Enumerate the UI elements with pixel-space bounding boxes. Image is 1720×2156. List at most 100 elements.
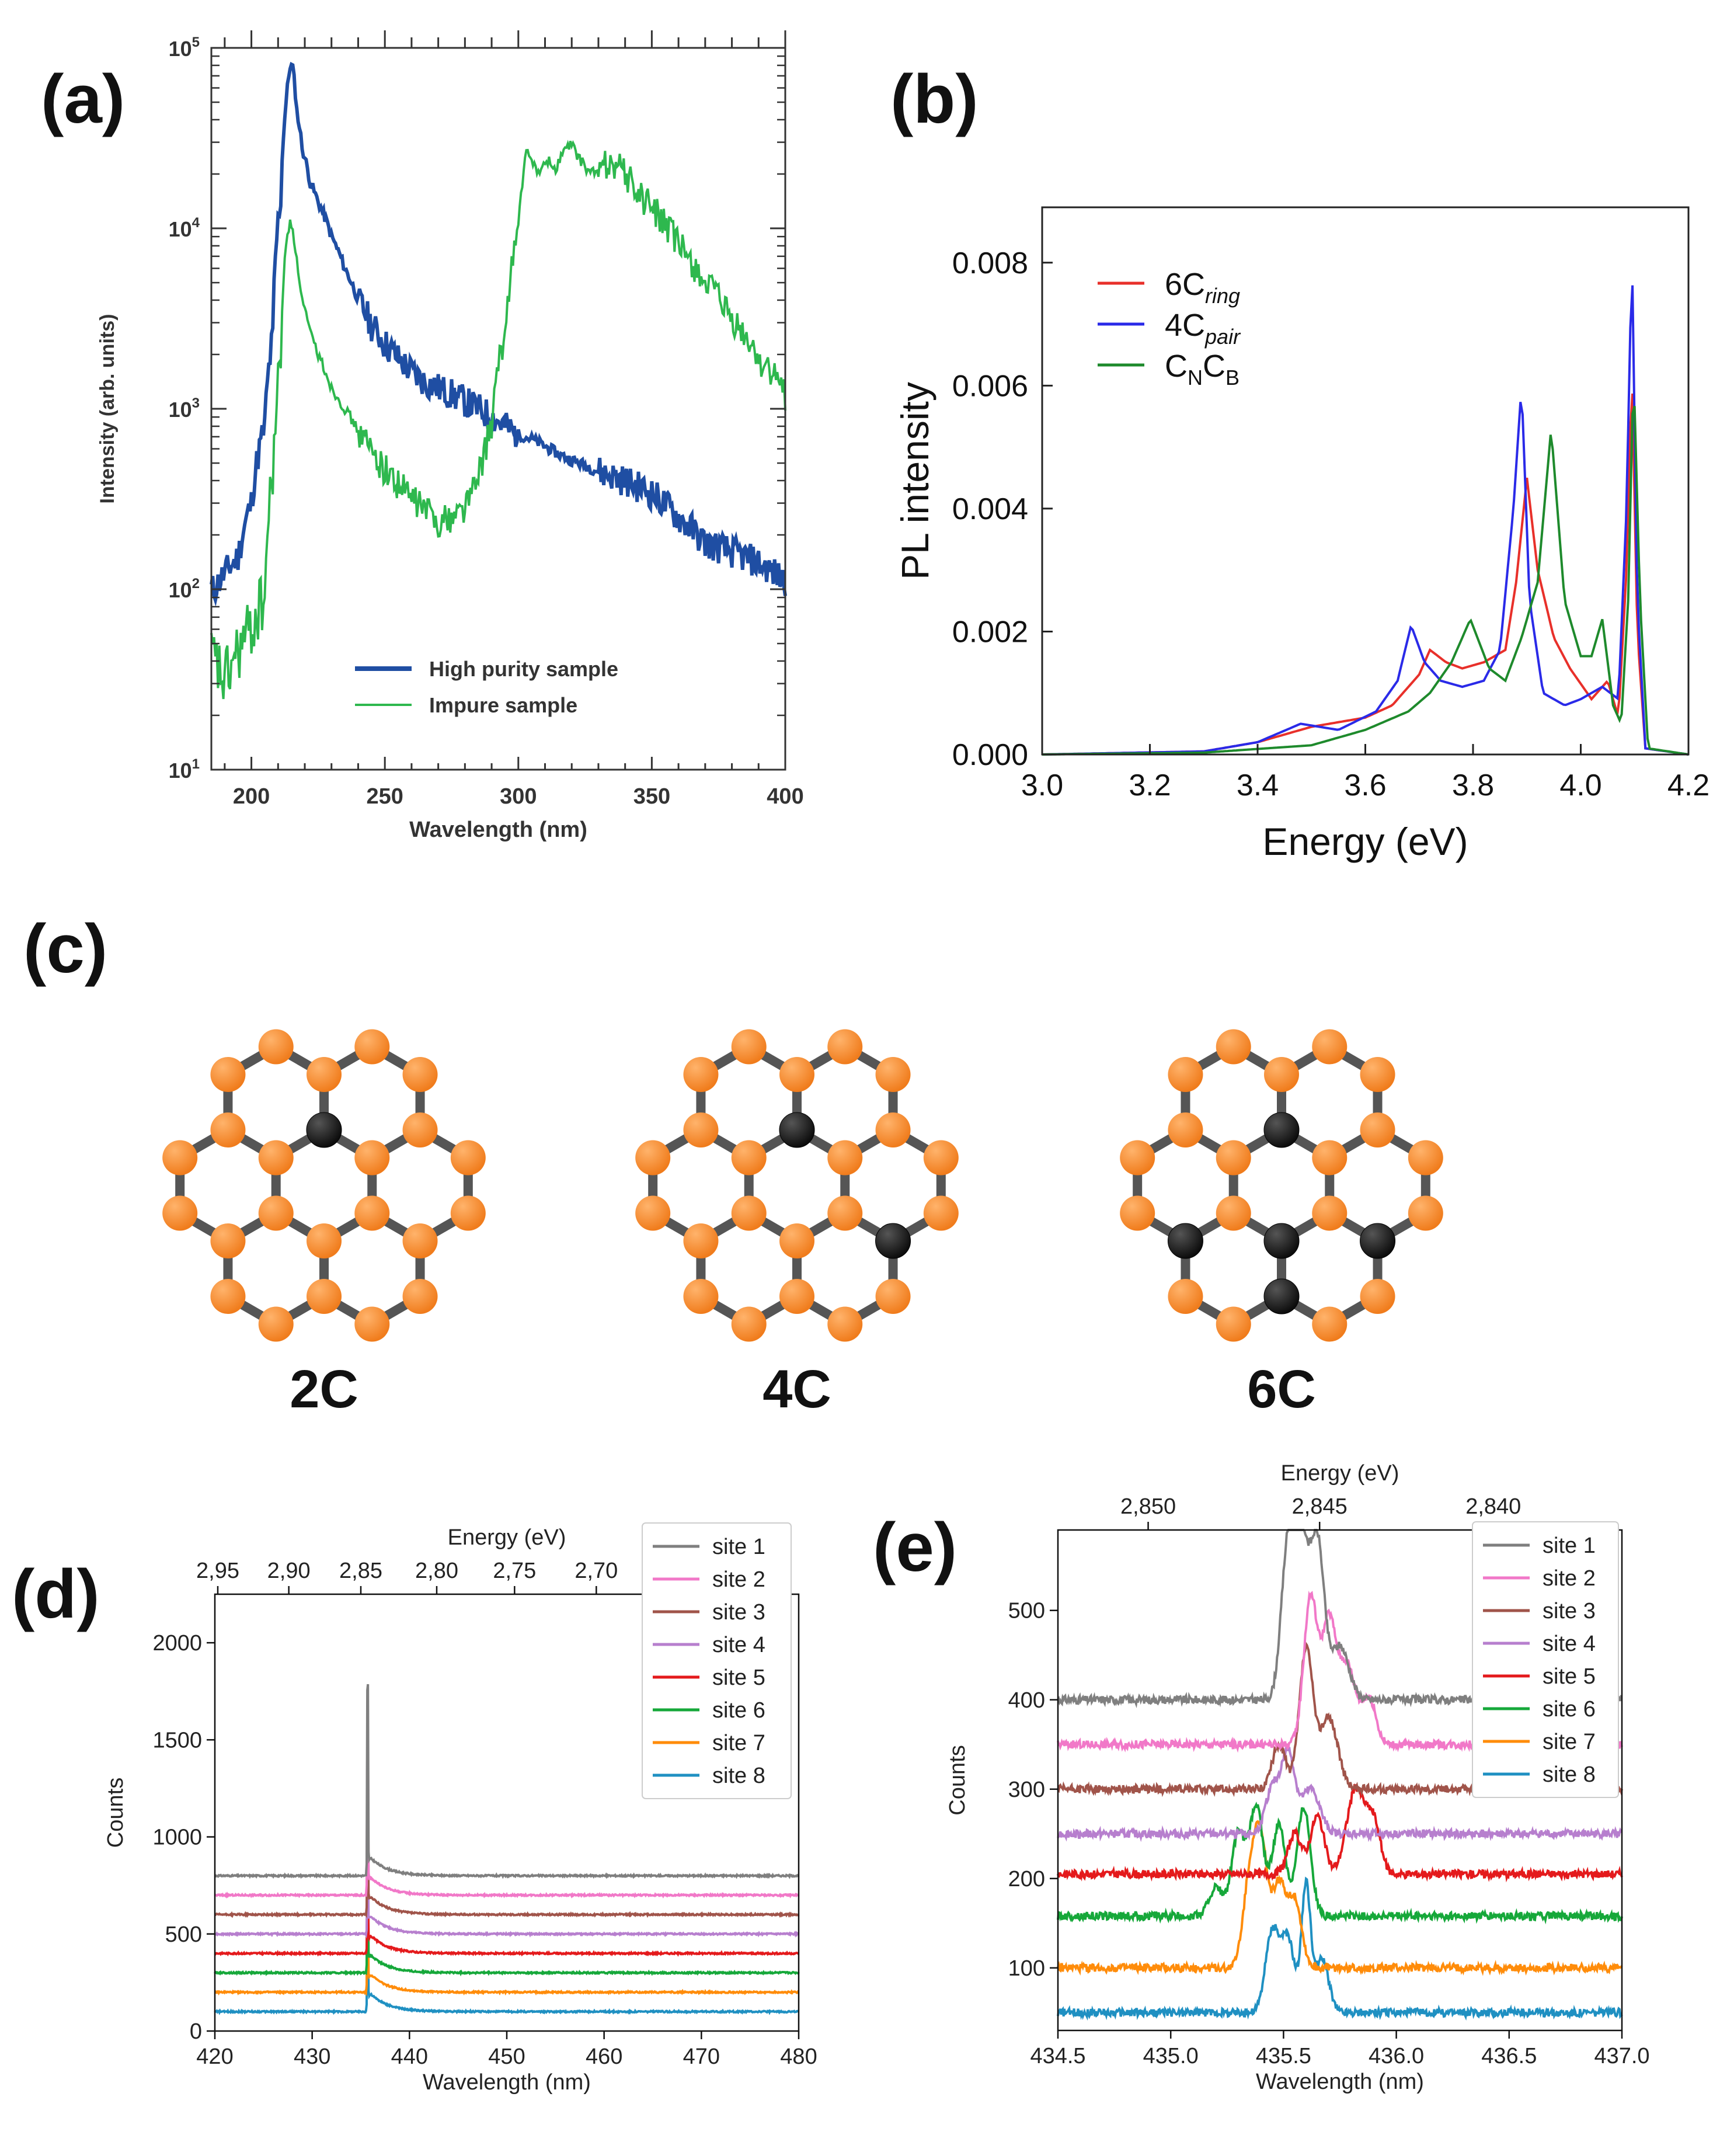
panel-b: (b) 3.0 3.2 3.4 3.6 3.8 4.0 4.2 0.000 0.002 0.004 0…	[890, 61, 1709, 863]
structure-4c	[635, 1029, 959, 1342]
lattice-atom	[731, 1029, 767, 1065]
panel-label-e: (e)	[873, 1509, 957, 1586]
legend-label-b: 4Cpair	[1165, 308, 1241, 349]
legend-label-e: site 8	[1543, 1762, 1596, 1787]
lattice-atom	[210, 1112, 246, 1147]
x-axis-label-d: Wavelength (nm)	[423, 2070, 591, 2095]
legend-label-e: site 4	[1543, 1632, 1596, 1656]
series-line-site-7	[1057, 1820, 1623, 1976]
x-tick-label-b: 3.0	[1021, 768, 1063, 802]
x-axis-label-a: Wavelength (nm)	[409, 818, 587, 842]
panel-label-c: (c)	[23, 910, 107, 987]
legend-label-a: Impure sample	[429, 693, 577, 717]
series-line-site-5	[214, 1872, 800, 1957]
lattice-atom	[402, 1223, 438, 1258]
y-tick-label-e: 500	[1008, 1599, 1045, 1623]
y-tick-label-a: 103	[169, 395, 200, 422]
lattice-atom	[683, 1112, 719, 1147]
lattice-atom	[307, 1223, 342, 1258]
series-line-site-4	[214, 1862, 800, 1939]
lattice-atom	[923, 1140, 959, 1176]
top-tick-label-d: 2,75	[493, 1559, 536, 1583]
lattice-atom	[1216, 1029, 1251, 1065]
legend-label-e: site 7	[1543, 1730, 1596, 1754]
legend-box-e	[1472, 1521, 1619, 1798]
carbon-atom	[875, 1223, 911, 1259]
lattice-atom	[258, 1140, 294, 1176]
lattice-atom	[402, 1279, 438, 1314]
y-axis-label-a: Intensity (arb. units)	[96, 314, 119, 504]
series-line-6c-ring	[1042, 393, 1689, 756]
lattice-atom	[683, 1223, 719, 1258]
legend-label-e: site 3	[1543, 1599, 1596, 1623]
lattice-atom	[354, 1306, 390, 1342]
legend-label-e: site 2	[1543, 1566, 1596, 1591]
x-tick-label-b: 3.4	[1237, 768, 1279, 802]
y-tick-label-e: 400	[1008, 1688, 1045, 1713]
series-line-site-8	[1057, 1876, 1623, 2021]
x-tick-label-a: 250	[366, 784, 403, 809]
x-axis-label-b: Energy (eV)	[1262, 820, 1468, 863]
lattice-atom	[1168, 1112, 1203, 1147]
x-tick-label-b: 3.8	[1452, 768, 1494, 802]
lattice-atom	[258, 1195, 294, 1231]
lattice-atom	[1216, 1306, 1251, 1342]
lattice-atom	[307, 1279, 342, 1314]
series-line-site-2	[214, 1736, 800, 1899]
carbon-atom	[1263, 1112, 1300, 1148]
legend-label-e: site 6	[1543, 1697, 1596, 1722]
lattice-atom	[162, 1140, 198, 1176]
lattice-atom	[779, 1279, 814, 1314]
legend-label-a: High purity sample	[429, 657, 618, 681]
top-axis-label-d: Energy (eV)	[448, 1525, 566, 1550]
y-axis-label-d: Counts	[103, 1778, 128, 1848]
legend-label-d: site 6	[712, 1698, 765, 1723]
y-tick-label-d: 1000	[152, 1825, 202, 1850]
x-tick-label-e: 434.5	[1030, 2044, 1085, 2068]
lattice-atom	[1168, 1279, 1203, 1314]
lattice-atom	[827, 1140, 863, 1176]
y-axis-label-b: PL intensity	[893, 382, 936, 580]
series-line-site-8	[214, 1882, 799, 2015]
y-tick-label-d: 500	[165, 1922, 202, 1947]
structure-label: 4C	[762, 1359, 831, 1419]
x-tick-label-e: 436.0	[1369, 2044, 1424, 2068]
legend-label-e: site 1	[1543, 1533, 1596, 1558]
top-tick-label-d: 2,85	[339, 1559, 382, 1583]
x-tick-label-d: 420	[196, 2044, 233, 2069]
series-line-site-6	[1057, 1802, 1623, 1925]
lattice-atom	[162, 1195, 198, 1231]
lattice-atom	[1360, 1057, 1395, 1092]
panel-e: (e) 434.5 435.0 435.5 436.0 436.5 437.0 100 200 3…	[873, 1461, 1650, 2094]
y-tick-label-e: 100	[1008, 1956, 1045, 1981]
top-axis-label-e: Energy (eV)	[1281, 1461, 1399, 1486]
lattice-atom	[875, 1057, 911, 1092]
panel-label-b: (b)	[890, 61, 979, 138]
lattice-atom	[1312, 1195, 1348, 1231]
y-tick-label-e: 300	[1008, 1778, 1045, 1802]
x-tick-label-e: 435.5	[1256, 2044, 1311, 2068]
y-tick-label-a: 101	[169, 756, 200, 783]
y-tick-label-b: 0.002	[952, 615, 1028, 649]
legend-label-b: CNCB	[1165, 349, 1239, 390]
lattice-atom	[635, 1140, 671, 1176]
y-tick-label-d: 1500	[152, 1728, 202, 1752]
legend-label-d: site 1	[712, 1535, 765, 1559]
panel-a: (a) 200 250 300 350 400 101 102 103 104 105 Intensi…	[41, 30, 804, 842]
lattice-atom	[450, 1140, 486, 1176]
lattice-atom	[354, 1195, 390, 1231]
x-tick-label-d: 470	[683, 2044, 720, 2069]
lattice-atom	[1360, 1279, 1395, 1314]
x-tick-label-b: 4.0	[1559, 768, 1601, 802]
top-tick-label-d: 2,70	[575, 1559, 618, 1583]
lattice-atom	[635, 1195, 671, 1231]
panel-label-a: (a)	[41, 61, 125, 138]
lattice-atom	[210, 1057, 246, 1092]
x-tick-label-d: 450	[488, 2044, 525, 2069]
structure-6c	[1120, 1029, 1443, 1342]
carbon-atom	[1167, 1223, 1203, 1259]
y-tick-label-b: 0.000	[952, 738, 1028, 772]
top-tick-label-e: 2,845	[1292, 1494, 1348, 1519]
x-axis-label-e: Wavelength (nm)	[1256, 2070, 1424, 2094]
